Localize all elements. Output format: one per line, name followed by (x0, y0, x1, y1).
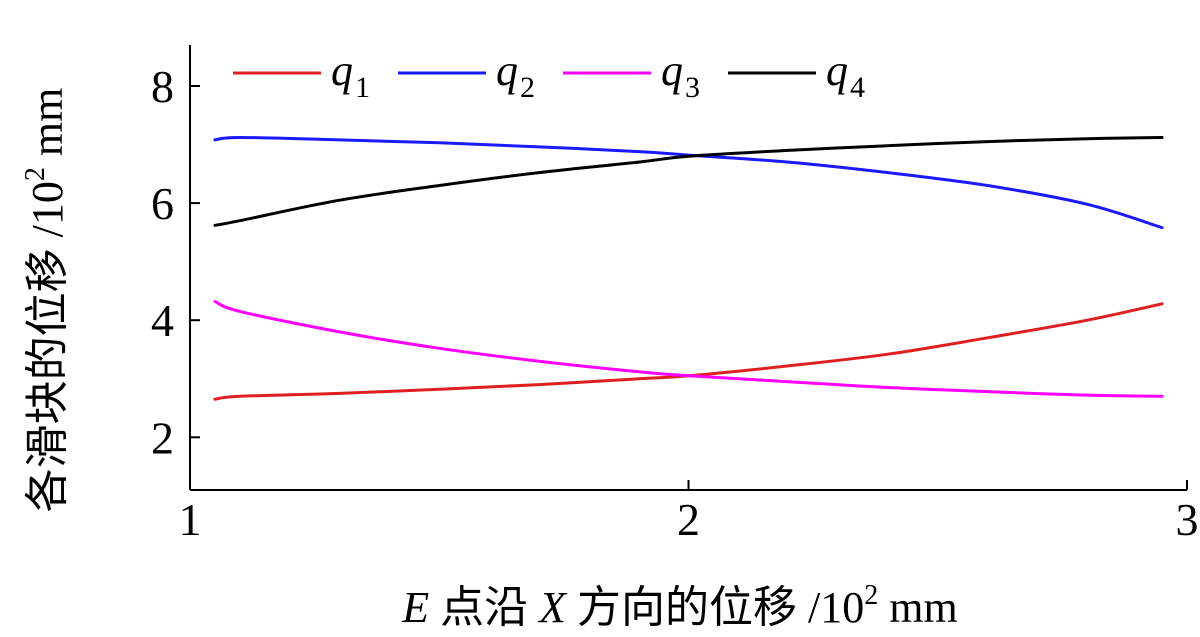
y-tick-label-4: 4 (151, 295, 174, 346)
x-axis-title: E 点沿 X 方向的位移 /102 mm (401, 580, 957, 632)
axes (189, 45, 1187, 491)
y-axis-title-text: 各滑块的位移 /10 (23, 181, 72, 512)
series-line-q1 (213, 302, 1164, 401)
legend-label-q1: q1 (331, 46, 370, 104)
legend-label-q3: q3 (661, 46, 700, 104)
x-tick-label-1: 1 (179, 494, 202, 545)
y-axis-title: 各滑块的位移 /102 mm (20, 88, 72, 513)
x-axis-title-exp: 2 (864, 580, 878, 611)
x-tick-label-3: 3 (1176, 494, 1199, 545)
y-ticks: 2 4 6 8 (151, 61, 200, 463)
legend: q1 q2 q3 q4 (233, 46, 865, 104)
x-ticks: 1 2 3 (179, 480, 1199, 545)
series-line-q4 (213, 136, 1164, 227)
x-axis-title-var: E (401, 583, 429, 632)
y-tick-label-6: 6 (151, 178, 174, 229)
series-line-q2 (213, 136, 1164, 230)
legend-label-q4: q4 (826, 46, 865, 104)
series-lines (213, 136, 1164, 401)
series-line-q3 (213, 300, 1164, 398)
y-axis-title-unit: mm (23, 88, 72, 167)
y-tick-label-2: 2 (151, 412, 174, 463)
x-axis-title-var2: X (537, 583, 568, 632)
x-tick-label-2: 2 (677, 494, 700, 545)
x-axis-title-unit: mm (878, 583, 957, 632)
x-axis-title-text2: 方向的位移 /10 (566, 583, 864, 632)
x-axis-title-text: 点沿 (429, 583, 539, 632)
legend-label-q2: q2 (496, 46, 535, 104)
y-axis-title-exp: 2 (20, 167, 51, 181)
y-tick-label-8: 8 (151, 61, 174, 112)
